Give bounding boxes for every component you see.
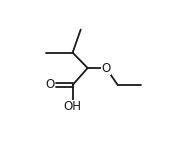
Text: O: O	[45, 78, 55, 92]
Text: O: O	[102, 61, 111, 75]
Text: OH: OH	[64, 100, 82, 113]
